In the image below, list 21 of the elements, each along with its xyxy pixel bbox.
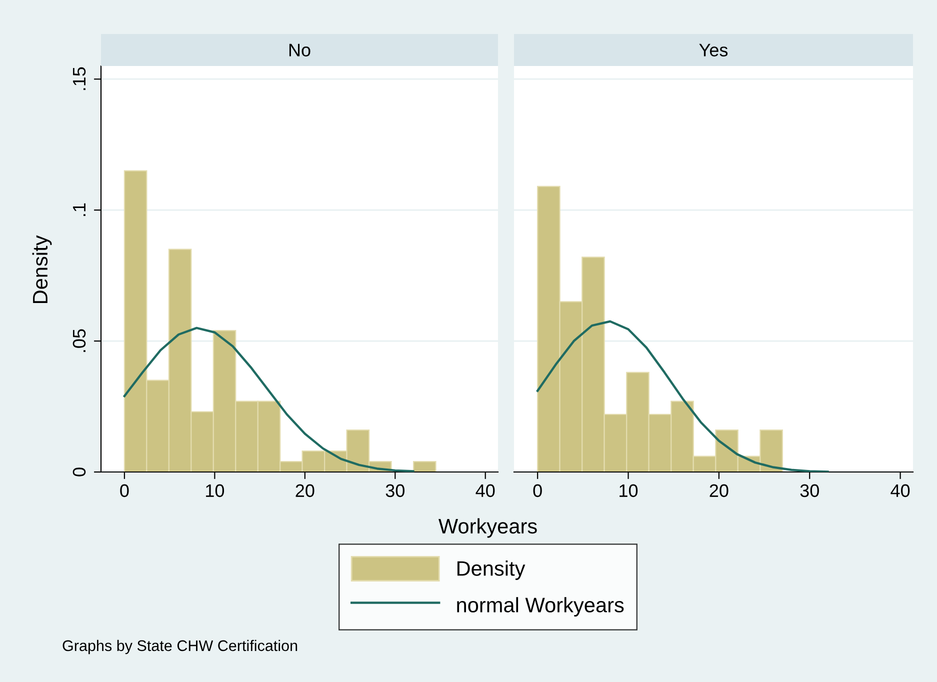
x-tick-label: 10 <box>620 484 638 498</box>
y-axis-title: Density <box>32 235 52 304</box>
x-tick-label: 0 <box>533 484 542 498</box>
chart-title: No <box>289 44 310 56</box>
y-tick-label: .15 <box>73 67 86 90</box>
legend-label: Density <box>457 560 526 580</box>
x-tick-label: 40 <box>890 484 910 498</box>
x-axis-title: Workyears <box>438 518 537 538</box>
x-tick-label: 20 <box>296 484 314 498</box>
x-tick-label: 0 <box>120 484 129 498</box>
x-tick-label: 40 <box>476 484 495 498</box>
x-tick-label: 30 <box>800 484 819 498</box>
text: Graphs by State CHW Certification <box>62 640 298 654</box>
y-tick-label: 0 <box>72 468 86 476</box>
legend-label: normal Workyears <box>457 597 624 617</box>
x-tick-label: 10 <box>206 484 224 498</box>
chart-title: Yes <box>699 44 728 56</box>
y-tick-label: .05 <box>72 329 86 352</box>
x-tick-label: 20 <box>710 484 728 498</box>
x-tick-label: 30 <box>386 484 404 498</box>
y-tick-label: .1 <box>73 203 86 216</box>
